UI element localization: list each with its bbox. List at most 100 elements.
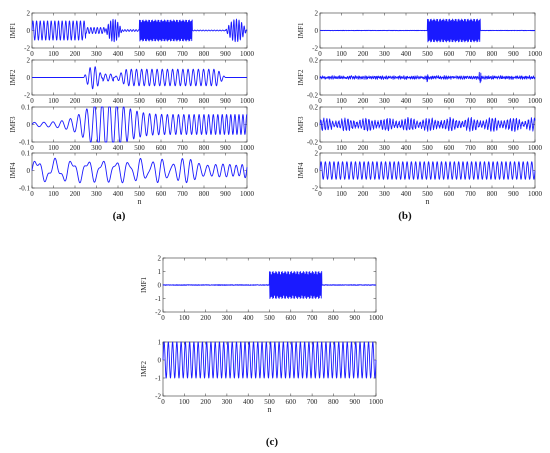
y-tick-label: 0 [315, 74, 319, 82]
x-tick-label: 0 [318, 97, 322, 105]
x-tick-label: 800 [487, 190, 498, 198]
x-tick-label: 1000 [240, 97, 255, 105]
x-tick-label: 0 [318, 50, 322, 58]
x-tick-label: 0 [161, 314, 165, 322]
x-tick-label: 800 [199, 144, 210, 152]
x-tick-label: 0 [30, 144, 34, 152]
subplot-c-imf1: -2 -1 0 1 2 0 100 200 300 400 500 600 700 800 900 1000 I… [140, 254, 384, 322]
x-tick-label: 300 [91, 97, 102, 105]
y-tick-label: -0.2 [307, 91, 319, 99]
x-tick-label: 200 [70, 50, 81, 58]
x-tick-label: 500 [422, 144, 433, 152]
x-tick-label: 100 [336, 190, 347, 198]
x-tick-label: 600 [444, 50, 455, 58]
x-tick-label: 0 [30, 50, 34, 58]
y-axis-label: IMF1 [9, 22, 17, 38]
x-tick-label: 0 [318, 190, 322, 198]
x-tick-label: 400 [113, 144, 124, 152]
y-tick-label: 1 [158, 268, 162, 276]
x-tick-label: 1000 [240, 190, 255, 198]
x-tick-label: 600 [156, 97, 167, 105]
y-tick-label: 0.2 [309, 103, 318, 111]
y-tick-label: 0 [27, 27, 31, 35]
x-tick-label: 1000 [369, 314, 384, 322]
x-tick-label: 0 [30, 190, 34, 198]
x-tick-label: 1000 [240, 144, 255, 152]
y-axis-label: IMF1 [297, 22, 305, 38]
y-tick-label: 0 [315, 27, 319, 35]
signal-trace [31, 18, 248, 43]
x-tick-label: 300 [379, 144, 390, 152]
y-tick-label: -1 [155, 295, 161, 303]
x-tick-label: 200 [358, 190, 369, 198]
y-axis-label: IMF3 [297, 116, 305, 132]
x-tick-label: 0 [30, 97, 34, 105]
x-tick-label: 200 [358, 50, 369, 58]
x-tick-label: 200 [70, 190, 81, 198]
x-axis-label: n [426, 197, 430, 206]
y-tick-label: -0.2 [307, 138, 319, 146]
plot-frame [319, 106, 536, 143]
x-tick-label: 100 [48, 50, 59, 58]
x-tick-label: 400 [113, 190, 124, 198]
x-tick-label: 500 [134, 144, 145, 152]
y-axis-label: IMF4 [9, 162, 17, 178]
x-tick-label: 400 [401, 144, 412, 152]
x-tick-label: 800 [199, 97, 210, 105]
signal-trace [162, 341, 377, 379]
y-axis-label: IMF2 [9, 69, 17, 85]
signal-trace [31, 106, 248, 143]
y-tick-label: 0 [315, 121, 319, 129]
x-tick-label: 500 [422, 50, 433, 58]
x-tick-label: 600 [156, 190, 167, 198]
x-tick-label: 100 [48, 144, 59, 152]
x-tick-label: 600 [156, 50, 167, 58]
x-tick-label: 600 [444, 190, 455, 198]
x-tick-label: 900 [220, 144, 231, 152]
x-tick-label: 700 [465, 97, 476, 105]
x-tick-label: 700 [465, 50, 476, 58]
x-tick-label: 800 [199, 50, 210, 58]
x-tick-label: 800 [487, 144, 498, 152]
signal-trace [319, 18, 536, 43]
subplot-b-imf3: -0.200.20 100 200 300 400 500 600 700 800 900 1000… [297, 103, 543, 152]
x-tick-label: 300 [91, 144, 102, 152]
signal-trace [162, 271, 377, 299]
x-tick-label: 500 [134, 97, 145, 105]
x-tick-label: 300 [222, 314, 233, 322]
x-tick-label: 300 [91, 190, 102, 198]
x-tick-label: 200 [200, 398, 211, 406]
y-tick-label: -2 [155, 392, 161, 400]
x-tick-label: 400 [243, 314, 254, 322]
x-tick-label: 400 [401, 50, 412, 58]
x-tick-label: 200 [70, 97, 81, 105]
x-tick-label: 500 [422, 190, 433, 198]
x-tick-label: 700 [177, 144, 188, 152]
y-tick-label: 0.1 [21, 103, 30, 111]
y-tick-label: 0.1 [21, 149, 30, 157]
x-tick-label: 900 [220, 50, 231, 58]
x-tick-label: 700 [177, 50, 188, 58]
x-tick-label: 600 [156, 144, 167, 152]
x-tick-label: 600 [444, 144, 455, 152]
y-tick-label: 2 [27, 56, 31, 64]
x-tick-label: 400 [401, 190, 412, 198]
signal-trace [31, 157, 248, 184]
plot-frame [31, 152, 248, 189]
subplot-b-imf2: -0.200.20 100 200 300 400 500 600 700 800 900 1000… [297, 56, 543, 105]
x-tick-label: 700 [465, 144, 476, 152]
x-tick-label: 800 [328, 398, 339, 406]
x-tick-label: 800 [199, 190, 210, 198]
y-tick-label: -0.1 [19, 184, 31, 192]
y-tick-label: -0.1 [19, 138, 31, 146]
x-tick-label: 500 [422, 97, 433, 105]
y-axis-label: IMF2 [140, 361, 148, 377]
x-tick-label: 600 [444, 97, 455, 105]
x-tick-label: 800 [487, 50, 498, 58]
x-tick-label: 900 [508, 97, 519, 105]
y-tick-label: -1 [155, 374, 161, 382]
x-tick-label: 600 [286, 398, 297, 406]
